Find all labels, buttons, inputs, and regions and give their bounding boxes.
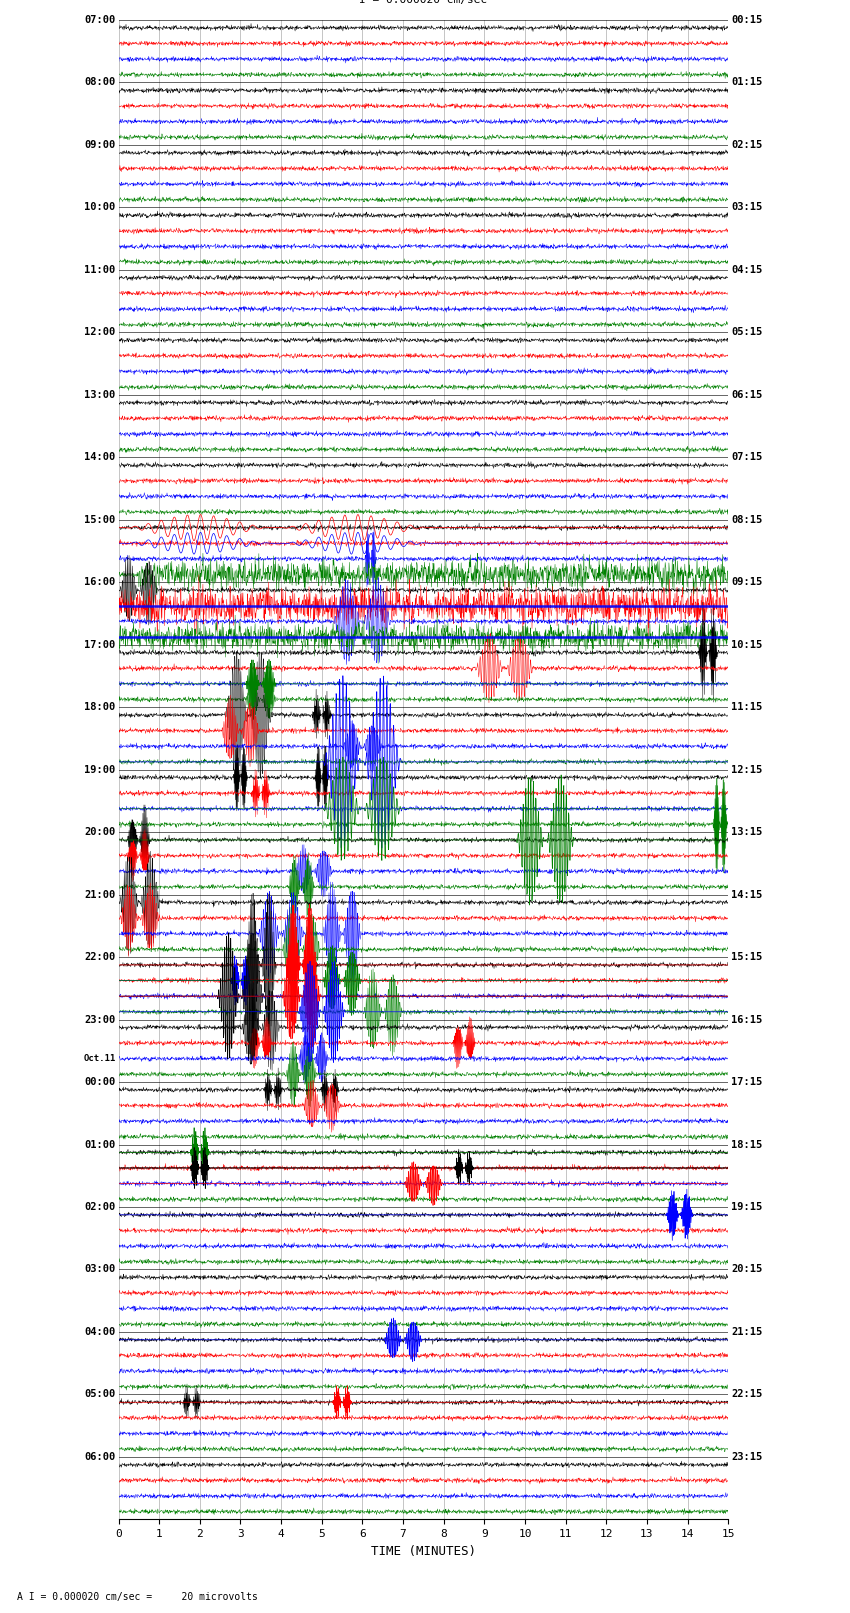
Text: 07:15: 07:15 <box>731 452 762 463</box>
Text: 06:00: 06:00 <box>84 1452 116 1461</box>
Text: 05:15: 05:15 <box>731 327 762 337</box>
Text: 19:00: 19:00 <box>84 765 116 774</box>
Text: 00:00: 00:00 <box>84 1077 116 1087</box>
Text: 19:15: 19:15 <box>731 1202 762 1211</box>
Text: 08:00: 08:00 <box>84 77 116 87</box>
Text: 09:00: 09:00 <box>84 140 116 150</box>
Text: 11:00: 11:00 <box>84 265 116 274</box>
Text: 04:15: 04:15 <box>731 265 762 274</box>
Text: 20:15: 20:15 <box>731 1265 762 1274</box>
Text: 15:00: 15:00 <box>84 515 116 524</box>
Text: 20:00: 20:00 <box>84 827 116 837</box>
Text: 23:15: 23:15 <box>731 1452 762 1461</box>
Text: 18:00: 18:00 <box>84 702 116 713</box>
Text: 07:00: 07:00 <box>84 15 116 24</box>
Text: 08:15: 08:15 <box>731 515 762 524</box>
Text: 06:15: 06:15 <box>731 390 762 400</box>
Text: 22:15: 22:15 <box>731 1389 762 1400</box>
Text: Oct.11: Oct.11 <box>83 1055 116 1063</box>
Text: 17:15: 17:15 <box>731 1077 762 1087</box>
Text: 02:15: 02:15 <box>731 140 762 150</box>
Text: 17:00: 17:00 <box>84 640 116 650</box>
Text: 23:00: 23:00 <box>84 1015 116 1024</box>
Text: 03:00: 03:00 <box>84 1265 116 1274</box>
Text: 22:00: 22:00 <box>84 952 116 961</box>
Text: 13:15: 13:15 <box>731 827 762 837</box>
Text: 12:15: 12:15 <box>731 765 762 774</box>
Text: 00:15: 00:15 <box>731 15 762 24</box>
Text: 10:00: 10:00 <box>84 202 116 213</box>
Text: 01:00: 01:00 <box>84 1139 116 1150</box>
Text: 15:15: 15:15 <box>731 952 762 961</box>
Text: 10:15: 10:15 <box>731 640 762 650</box>
Text: A I = 0.000020 cm/sec =     20 microvolts: A I = 0.000020 cm/sec = 20 microvolts <box>17 1592 258 1602</box>
Text: 16:15: 16:15 <box>731 1015 762 1024</box>
Text: 18:15: 18:15 <box>731 1139 762 1150</box>
Text: 02:00: 02:00 <box>84 1202 116 1211</box>
Text: 14:00: 14:00 <box>84 452 116 463</box>
Text: 05:00: 05:00 <box>84 1389 116 1400</box>
Text: 03:15: 03:15 <box>731 202 762 213</box>
Text: I = 0.000020 cm/sec: I = 0.000020 cm/sec <box>360 0 488 5</box>
Text: 04:00: 04:00 <box>84 1327 116 1337</box>
Text: 12:00: 12:00 <box>84 327 116 337</box>
Text: 21:00: 21:00 <box>84 890 116 900</box>
Text: 09:15: 09:15 <box>731 577 762 587</box>
Text: 21:15: 21:15 <box>731 1327 762 1337</box>
Text: 01:15: 01:15 <box>731 77 762 87</box>
Text: 16:00: 16:00 <box>84 577 116 587</box>
Text: 13:00: 13:00 <box>84 390 116 400</box>
Text: 11:15: 11:15 <box>731 702 762 713</box>
Text: 14:15: 14:15 <box>731 890 762 900</box>
X-axis label: TIME (MINUTES): TIME (MINUTES) <box>371 1545 476 1558</box>
